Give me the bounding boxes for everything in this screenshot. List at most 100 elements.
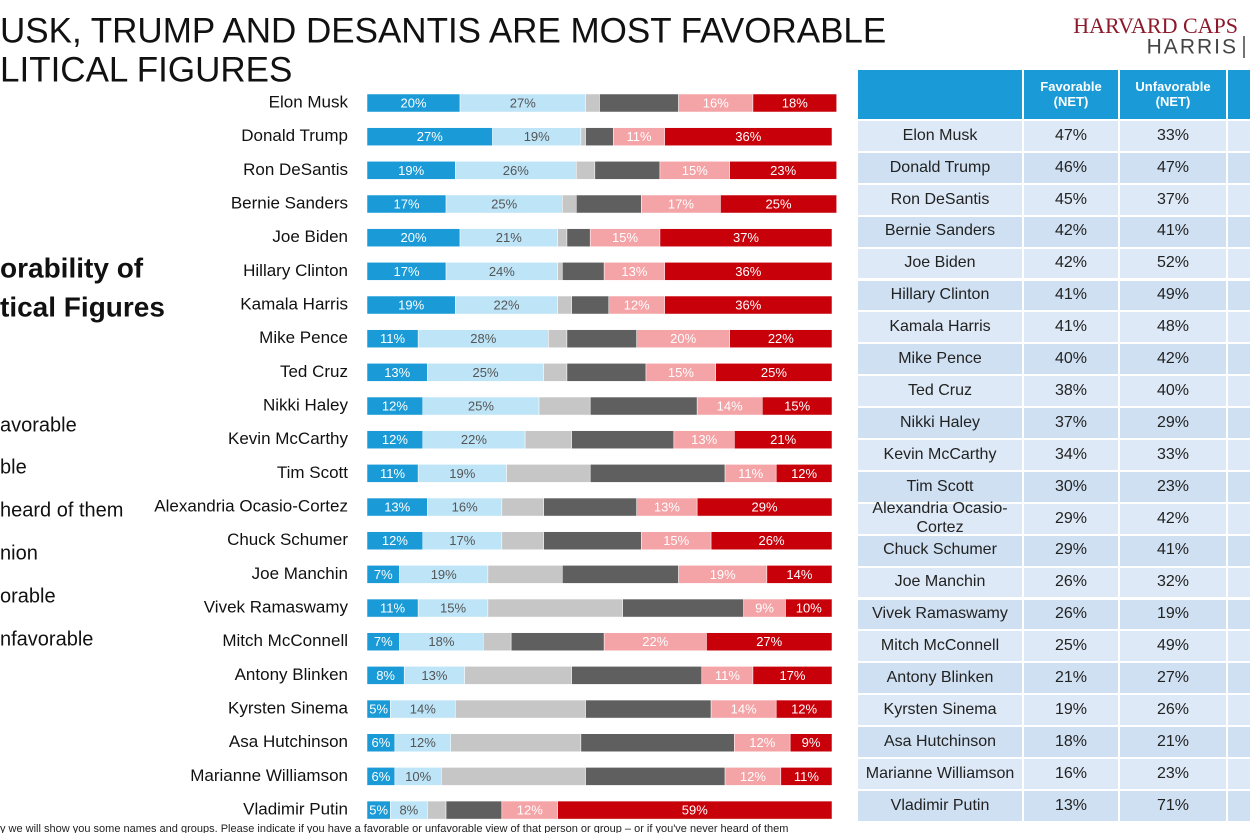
table-cell: 41% [1120, 216, 1226, 247]
bar-segment [548, 329, 568, 348]
table-cell: 29% [1024, 535, 1118, 566]
data-label: 12% [382, 432, 408, 447]
table-cell [1228, 695, 1250, 726]
data-label: 13% [421, 668, 447, 683]
category-label: Vivek Ramaswamy [204, 598, 349, 617]
data-label: 12% [517, 803, 543, 818]
bar-segment [585, 767, 726, 786]
data-label: 15% [682, 163, 708, 178]
data-label: 17% [394, 196, 420, 211]
table-cell: 71% [1120, 790, 1226, 821]
bar-segment [557, 262, 563, 281]
table-cell: 37% [1120, 184, 1226, 215]
data-label: 11% [380, 600, 405, 615]
data-label: 13% [691, 432, 717, 447]
table-cell: Antony Blinken [858, 663, 1022, 694]
table-cell: 48% [1120, 312, 1226, 343]
table-cell [1228, 727, 1250, 757]
category-label: Alexandria Ocasio-Cortez [154, 497, 348, 516]
data-label: 11% [626, 129, 651, 144]
bar-segment [729, 329, 833, 348]
table-cell [1228, 759, 1250, 789]
table-cell [1228, 599, 1250, 630]
data-label: 16% [452, 499, 478, 514]
data-label: 25% [766, 196, 792, 211]
bar-segment [589, 464, 726, 483]
table-cell: 30% [1024, 471, 1118, 502]
table-cell: 42% [1120, 503, 1226, 534]
bar-segment [734, 430, 833, 449]
data-label: 25% [473, 365, 499, 380]
data-label: 12% [624, 297, 650, 312]
data-label: 27% [510, 95, 536, 110]
data-label: 19% [449, 466, 475, 481]
bar-segment [710, 531, 833, 550]
data-label: 24% [489, 264, 515, 279]
bar-segment [576, 161, 596, 180]
table-cell: 41% [1120, 535, 1226, 566]
data-label: 21% [770, 432, 796, 447]
bar-segment [599, 93, 679, 113]
legend-label: nion [0, 542, 38, 564]
bar-segment [557, 295, 572, 315]
category-label: Nikki Haley [263, 396, 349, 415]
table-cell: Ron DeSantis [858, 184, 1022, 215]
data-label: 19% [398, 297, 424, 312]
data-label: 20% [400, 95, 426, 110]
category-label: Ted Cruz [280, 362, 348, 381]
bar-segment [729, 161, 837, 180]
data-label: 22% [461, 432, 487, 447]
bar-segment [455, 699, 586, 719]
data-label: 15% [784, 398, 810, 413]
table-cell: Joe Manchin [858, 567, 1022, 598]
table-cell: Kevin McCarthy [858, 440, 1022, 470]
data-label: 5% [369, 803, 388, 818]
table-cell [1228, 440, 1250, 470]
data-label: 59% [682, 803, 708, 818]
table-cell [1228, 121, 1250, 151]
table-cell: 27% [1120, 663, 1226, 694]
data-label: 26% [503, 163, 529, 178]
table-cell: Chuck Schumer [858, 535, 1022, 566]
table-cell [1228, 408, 1250, 438]
data-label: 21% [496, 230, 522, 245]
data-label: 8% [376, 668, 395, 683]
category-label: Mike Pence [259, 328, 348, 347]
table-cell [1228, 631, 1250, 662]
legend-label: ble [0, 456, 27, 478]
table-cell: 49% [1120, 280, 1226, 311]
table-cell: Bernie Sanders [858, 216, 1022, 247]
bar-segment [780, 767, 833, 786]
bar-segment [571, 295, 610, 315]
table-cell: 41% [1024, 280, 1118, 311]
table-cell: 26% [1024, 567, 1118, 598]
table-cell: 13% [1024, 790, 1118, 821]
bar-segment [445, 800, 503, 820]
data-label: 29% [752, 499, 778, 514]
bar-segment [538, 396, 591, 416]
subtitle-line: tical Figures [0, 291, 165, 322]
table-cell: 26% [1024, 599, 1118, 630]
data-label: 20% [400, 230, 426, 245]
table-cell [1228, 376, 1250, 407]
table-cell: Joe Biden [858, 248, 1022, 279]
data-label: 28% [470, 331, 496, 346]
bar-segment [501, 531, 544, 550]
data-label: 14% [731, 701, 757, 716]
data-label: 12% [749, 735, 775, 750]
category-label: Asa Hutchinson [229, 732, 348, 751]
table-cell: 23% [1120, 471, 1226, 502]
bar-segment [752, 666, 833, 685]
bar-segment [659, 228, 833, 247]
table-cell: Asa Hutchinson [858, 727, 1022, 757]
table-cell: Alexandria Ocasio-Cortez [858, 500, 1022, 536]
data-label: 19% [524, 129, 550, 144]
table-cell: 34% [1024, 440, 1118, 470]
table-cell [1228, 312, 1250, 343]
bar-segment [441, 767, 586, 786]
category-label: Ron DeSantis [243, 160, 348, 179]
table-cell: Donald Trump [858, 152, 1022, 183]
category-label: Donald Trump [241, 126, 348, 145]
category-label: Antony Blinken [235, 665, 348, 684]
